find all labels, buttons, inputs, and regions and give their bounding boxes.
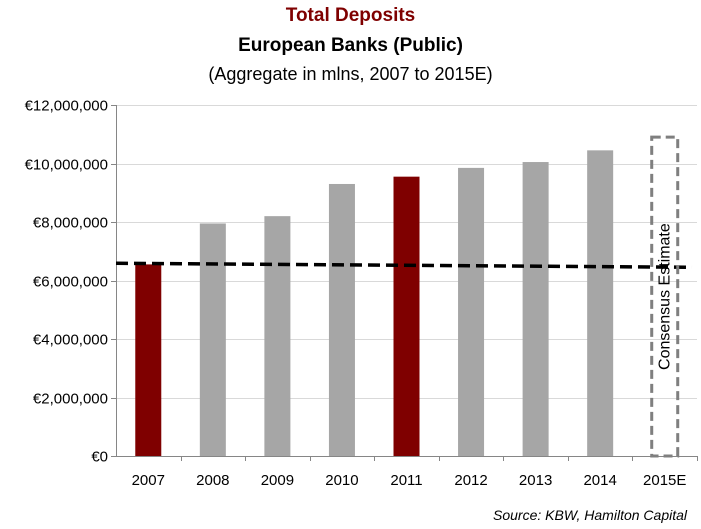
chart-subtitle: European Banks (Public) xyxy=(238,35,463,56)
y-tick-label: €12,000,000 xyxy=(25,98,108,115)
bar-2012 xyxy=(458,167,485,456)
y-tick-label: €8,000,000 xyxy=(33,215,108,232)
x-tick-label: 2014 xyxy=(583,472,616,489)
bar-2011 xyxy=(393,176,420,456)
bar-2010 xyxy=(328,183,355,456)
bar-2007 xyxy=(135,264,162,456)
chart-title: Total Deposits xyxy=(285,5,416,26)
y-tick-label: €4,000,000 xyxy=(33,332,108,349)
x-tick-label: 2009 xyxy=(261,472,294,489)
bar-2013 xyxy=(522,162,549,456)
x-tick-label: 2007 xyxy=(132,472,165,489)
x-tick-label: 2012 xyxy=(454,472,487,489)
bar-2008 xyxy=(199,223,226,456)
y-tick-label: €2,000,000 xyxy=(33,391,108,408)
chart-note: (Aggregate in mlns, 2007 to 2015E) xyxy=(208,64,493,84)
reference-line xyxy=(115,261,693,270)
y-tick-label: €10,000,000 xyxy=(25,157,108,174)
bar-2009 xyxy=(264,216,291,456)
estimate-box xyxy=(650,135,680,458)
x-tick-label: 2015E xyxy=(643,472,686,489)
y-tick-label: €6,000,000 xyxy=(33,274,108,291)
x-tick-label: 2011 xyxy=(390,472,422,489)
x-tick-label: 2013 xyxy=(519,472,552,489)
x-tick-label: 2010 xyxy=(325,472,358,489)
bar-2014 xyxy=(587,150,614,456)
estimate-label: Consensus Estimate xyxy=(657,223,674,370)
reference-line-group xyxy=(115,261,693,270)
y-tick-label: €0 xyxy=(91,449,108,466)
axes: €0 €2,000,000 €4,000,000 €6,000,000 €8,000,0… xyxy=(25,98,698,489)
source-note: Source: KBW, Hamilton Capital xyxy=(493,507,687,523)
estimate-box-group: Consensus Estimate xyxy=(650,135,680,458)
x-tick-label: 2008 xyxy=(196,472,229,489)
bar-series xyxy=(135,150,614,456)
